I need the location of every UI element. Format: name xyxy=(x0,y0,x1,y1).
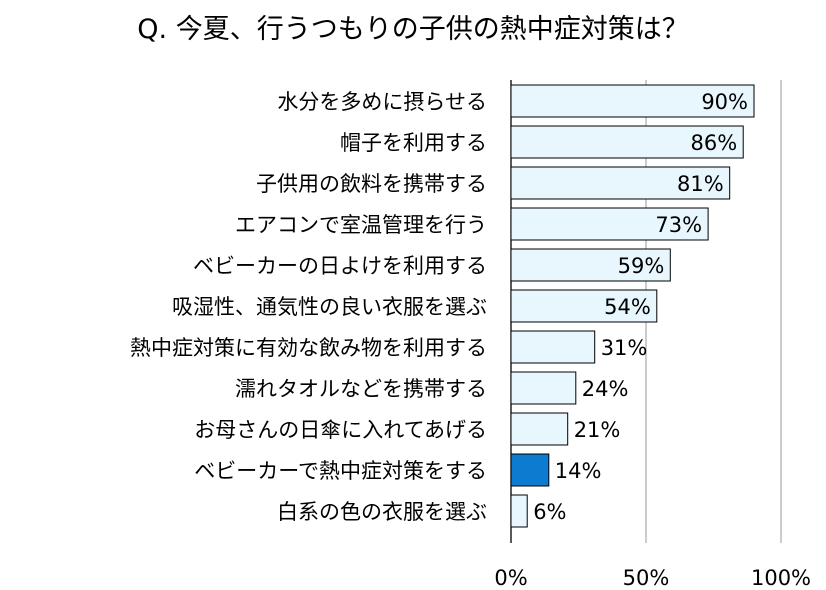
value-label-1: 86% xyxy=(691,131,738,155)
category-labels: 水分を多めに摂らせる帽子を利用する子供用の飲料を携帯するエアコンで室温管理を行う… xyxy=(130,90,487,524)
value-label-8: 21% xyxy=(574,418,621,442)
category-label-6: 熱中症対策に有効な飲み物を利用する xyxy=(130,336,487,360)
bar-7 xyxy=(510,371,577,405)
category-label-10: 白系の色の衣服を選ぶ xyxy=(277,500,487,524)
x-tick-label-50: 50% xyxy=(623,566,670,590)
bar-2 xyxy=(510,166,731,200)
category-label-8: お母さんの日傘に入れてあげる xyxy=(194,418,487,442)
category-label-3: エアコンで室温管理を行う xyxy=(235,213,487,237)
category-label-1: 帽子を利用する xyxy=(340,131,487,155)
value-label-0: 90% xyxy=(701,90,748,114)
category-label-7: 濡れタオルなどを携帯する xyxy=(235,377,487,401)
x-tick-labels: 0% 50% 100% xyxy=(494,566,811,590)
value-label-5: 54% xyxy=(604,295,651,319)
value-label-7: 24% xyxy=(582,377,629,401)
bar-6 xyxy=(510,330,596,364)
chart-title: Q. 今夏、行うつもりの子供の熱中症対策は？ xyxy=(137,14,688,45)
value-labels: 90% 86% 81% 73% 59% 54% 31% 24% 21% 14% 6% xyxy=(533,90,748,524)
category-label-0: 水分を多めに摂らせる xyxy=(277,90,487,114)
category-label-4: ベビーカーの日よけを利用する xyxy=(193,254,487,278)
x-tick-label-100: 100% xyxy=(751,566,811,590)
bars xyxy=(510,84,755,528)
bar-4 xyxy=(510,248,671,282)
bar-8 xyxy=(510,412,569,446)
category-label-9: ベビーカーで熱中症対策をする xyxy=(194,459,487,483)
bar-1 xyxy=(510,125,744,159)
value-label-2: 81% xyxy=(677,172,724,196)
bar-5 xyxy=(510,289,658,323)
bar-0 xyxy=(510,84,755,118)
category-label-2: 子供用の飲料を携帯する xyxy=(256,172,487,196)
x-tick-label-0: 0% xyxy=(494,566,527,590)
bar-10 xyxy=(510,494,528,528)
bar-9 xyxy=(510,453,550,487)
value-label-10: 6% xyxy=(533,500,566,524)
value-label-9: 14% xyxy=(555,459,602,483)
value-label-3: 73% xyxy=(655,213,702,237)
category-label-5: 吸湿性、通気性の良い衣服を選ぶ xyxy=(172,295,487,319)
bar-3 xyxy=(510,207,709,241)
value-label-6: 31% xyxy=(601,336,648,360)
value-label-4: 59% xyxy=(618,254,665,278)
